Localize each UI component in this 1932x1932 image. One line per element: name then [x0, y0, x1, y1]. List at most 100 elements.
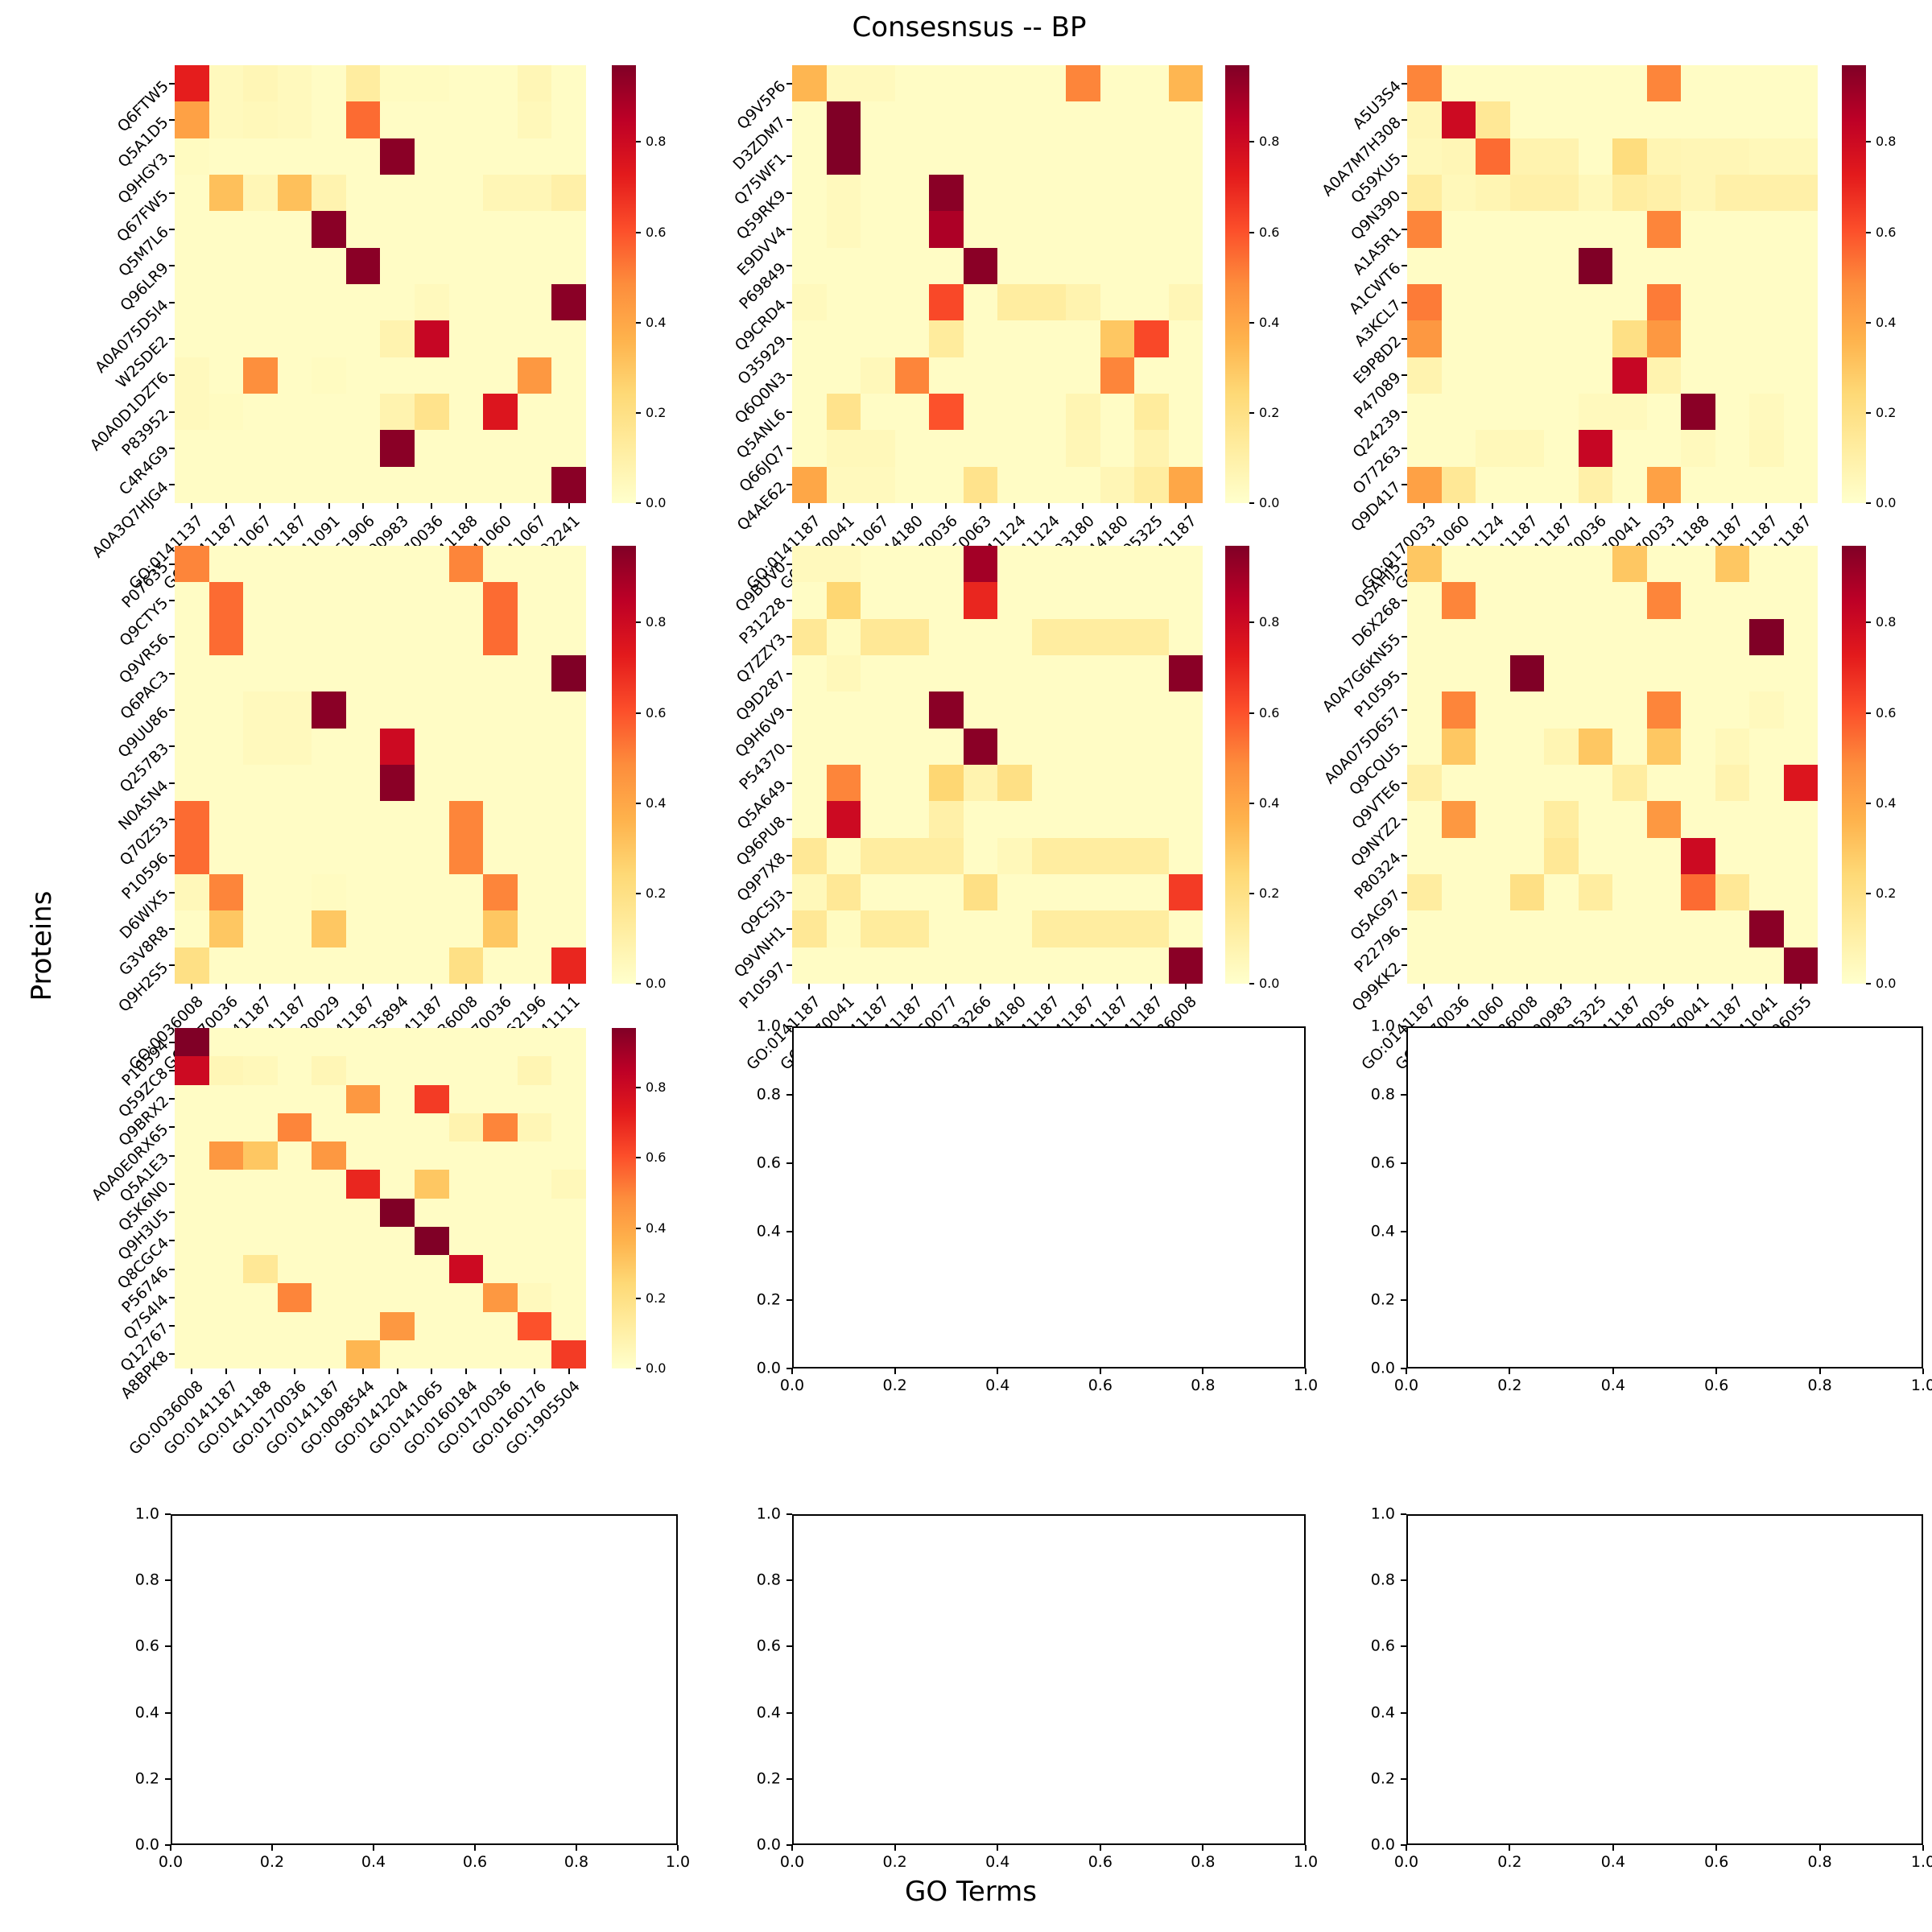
heatmap-cell — [448, 211, 484, 248]
colorbar — [1842, 546, 1866, 984]
colorbar-tick — [1866, 231, 1871, 233]
colorbar-tick — [636, 892, 641, 894]
heatmap-cell — [929, 764, 964, 802]
heatmap-cell — [1066, 947, 1100, 984]
heatmap-cell — [1168, 247, 1203, 284]
heatmap-cell — [277, 837, 312, 874]
heatmap-cell — [483, 764, 518, 802]
heatmap-cell — [929, 393, 964, 431]
x-axis-tick — [1406, 1845, 1407, 1851]
y-axis-tick — [786, 338, 792, 340]
heatmap-cell — [175, 320, 209, 357]
heatmap-cell — [1646, 801, 1681, 838]
heatmap-cell — [1646, 618, 1681, 655]
heatmap-cell — [997, 910, 1032, 947]
y-axis-tick — [786, 1711, 792, 1714]
x-axis-tick — [1697, 984, 1699, 989]
y-axis-tick — [1402, 229, 1407, 230]
heatmap-cell — [415, 873, 449, 911]
heatmap-cell — [380, 138, 415, 175]
y-axis-tick — [1402, 301, 1407, 303]
y-axis-tick — [1401, 1579, 1406, 1582]
heatmap-cell — [1476, 873, 1510, 911]
heatmap-cell — [551, 1170, 586, 1199]
heatmap-cell — [551, 211, 586, 248]
heatmap-cell — [551, 873, 586, 911]
x-axis-tick-label: 1.0 — [1293, 1377, 1319, 1394]
heatmap-cell — [243, 873, 278, 911]
heatmap-cell — [826, 283, 861, 321]
heatmap-cell — [1715, 247, 1749, 284]
heatmap-cell — [1031, 320, 1066, 357]
heatmap-cell — [483, 1255, 518, 1284]
heatmap-cell — [345, 65, 381, 102]
heatmap-cell — [826, 65, 861, 102]
heatmap-cell — [1783, 357, 1818, 394]
heatmap-cell — [175, 1084, 209, 1113]
heatmap-cell — [792, 947, 827, 984]
heatmap-cell — [415, 1283, 449, 1312]
y-axis-tick — [169, 1268, 175, 1270]
heatmap-cell — [1168, 764, 1203, 802]
heatmap-cell — [1681, 728, 1715, 765]
heatmap-cell — [929, 947, 964, 984]
heatmap-cell — [312, 65, 346, 102]
colorbar — [1225, 546, 1249, 984]
heatmap-cell — [345, 1198, 381, 1227]
heatmap-cell — [826, 728, 861, 765]
heatmap-cell — [483, 1198, 518, 1227]
heatmap-cell — [1681, 283, 1715, 321]
colorbar-tick-label: 0.0 — [646, 976, 667, 991]
heatmap-cell — [483, 101, 518, 138]
y-axis-tick — [169, 563, 175, 565]
colorbar-tick-label: 0.4 — [646, 795, 667, 811]
heatmap-cell — [1715, 138, 1749, 175]
heatmap-cell — [1509, 728, 1544, 765]
heatmap-cell — [894, 837, 929, 874]
heatmap-cell — [1031, 283, 1066, 321]
heatmap-cell — [1578, 357, 1612, 394]
y-axis-tick — [1401, 1645, 1406, 1648]
x-axis-tick — [170, 1845, 171, 1851]
y-axis-tick-label: 0.0 — [134, 1835, 159, 1854]
heatmap-cell — [517, 1170, 552, 1199]
heatmap-cell — [1749, 764, 1784, 802]
heatmap-cell — [1441, 283, 1476, 321]
heatmap-cell — [517, 1283, 552, 1312]
heatmap-cell — [1100, 873, 1134, 911]
heatmap-cell — [1749, 654, 1784, 692]
heatmap-cell — [380, 546, 415, 583]
heatmap-cell — [1578, 654, 1612, 692]
heatmap-cell — [1612, 837, 1647, 874]
x-axis-tick-label: 0.2 — [1497, 1377, 1522, 1394]
heatmap-cell — [1578, 873, 1612, 911]
heatmap-cell — [277, 1056, 312, 1085]
heatmap-cell — [1783, 65, 1818, 102]
y-axis-tick — [1401, 1094, 1406, 1096]
x-axis-tick-label: 0.8 — [564, 1853, 589, 1871]
heatmap-cell — [1544, 546, 1579, 583]
colorbar-tick-label: 0.2 — [1876, 885, 1897, 901]
heatmap-cell — [1612, 211, 1647, 248]
heatmap-cell — [861, 764, 895, 802]
heatmap-cell — [243, 393, 278, 431]
heatmap-cell — [483, 1113, 518, 1141]
heatmap-cell — [1646, 174, 1681, 212]
heatmap-cell — [1476, 101, 1510, 138]
x-axis-tick — [1406, 1368, 1407, 1374]
x-axis-tick — [576, 1845, 577, 1851]
heatmap-cell — [380, 837, 415, 874]
heatmap-cell — [243, 1255, 278, 1284]
heatmap-cell — [448, 764, 484, 802]
heatmap-cell — [861, 837, 895, 874]
heatmap-cell — [1476, 430, 1510, 467]
x-axis-tick-label: 0.0 — [158, 1853, 184, 1871]
x-axis-tick — [271, 1845, 273, 1851]
x-axis-tick — [259, 984, 262, 989]
heatmap-cell — [448, 873, 484, 911]
y-axis-tick — [1402, 155, 1407, 158]
heatmap-cell — [1646, 283, 1681, 321]
heatmap-cell — [1476, 618, 1510, 655]
heatmap-cell — [1578, 582, 1612, 619]
heatmap-cell — [1578, 174, 1612, 212]
